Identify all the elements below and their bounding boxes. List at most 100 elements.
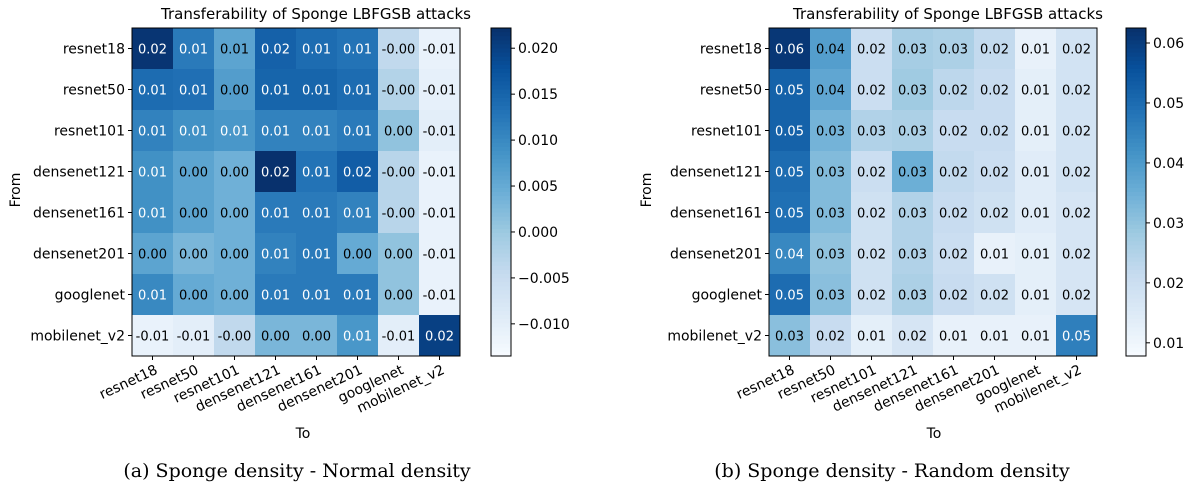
colorbar-segment bbox=[1126, 146, 1146, 152]
cell-value-label: 0.03 bbox=[816, 289, 845, 304]
cell-value-label: 0.02 bbox=[980, 84, 1009, 99]
colorbar-segment bbox=[1126, 233, 1146, 238]
colorbar-segment bbox=[1126, 212, 1146, 218]
heatmap-cell bbox=[337, 233, 379, 275]
colorbar-segment bbox=[491, 310, 511, 316]
heatmap-cell bbox=[974, 28, 1016, 70]
heatmap-cell bbox=[132, 274, 174, 316]
cell-value-label: 0.01 bbox=[138, 289, 167, 304]
colorbar-segment bbox=[1126, 73, 1146, 78]
heatmap-cell bbox=[296, 233, 338, 275]
heatmap-cell bbox=[810, 274, 852, 316]
cell-value-label: 0.03 bbox=[898, 289, 927, 304]
cell-value-label: 0.00 bbox=[179, 248, 208, 263]
plot-frame bbox=[768, 27, 1098, 357]
heatmap-cell bbox=[1015, 69, 1057, 111]
colorbar-segment bbox=[491, 183, 511, 189]
colorbar-segment bbox=[491, 60, 511, 66]
heatmap-cell bbox=[296, 192, 338, 234]
cell-value-label: 0.01 bbox=[179, 43, 208, 58]
colorbar-segment bbox=[491, 327, 511, 332]
cell-value-label: 0.01 bbox=[179, 84, 208, 99]
colorbar-segment bbox=[491, 105, 511, 111]
colorbar-frame bbox=[1125, 27, 1147, 357]
y-tick-label: densenet121 bbox=[33, 165, 125, 181]
heatmap-cell bbox=[892, 69, 934, 111]
cell-value-label: 0.01 bbox=[1021, 289, 1050, 304]
cell-value-label: 0.01 bbox=[179, 125, 208, 140]
heatmap-panel-b: Transferability of Sponge LBFGSB attacks… bbox=[639, 5, 1184, 442]
colorbar-segment bbox=[491, 347, 511, 353]
cell-value-label: -0.00 bbox=[218, 330, 252, 345]
colorbar-segment bbox=[491, 138, 511, 144]
colorbar-segment bbox=[1126, 171, 1146, 177]
heatmap-cell bbox=[769, 274, 811, 316]
cell-value-label: 0.01 bbox=[343, 207, 372, 222]
colorbar-segment bbox=[1126, 167, 1146, 173]
cell-value-label: 0.01 bbox=[1021, 125, 1050, 140]
colorbar-segment bbox=[1126, 93, 1146, 99]
cell-value-label: 0.01 bbox=[302, 43, 331, 58]
cell-value-label: -0.01 bbox=[382, 330, 416, 345]
cell-value-label: 0.02 bbox=[1062, 43, 1091, 58]
colorbar-segment bbox=[1126, 187, 1146, 193]
cell-value-label: 0.01 bbox=[1021, 84, 1050, 99]
heatmap-cell bbox=[378, 28, 420, 70]
colorbar-segment bbox=[491, 130, 511, 136]
colorbar-segment bbox=[1126, 28, 1146, 33]
colorbar-segment bbox=[491, 261, 511, 267]
colorbar-segment bbox=[491, 97, 511, 103]
heatmap-cell bbox=[769, 110, 811, 152]
cell-value-label: 0.02 bbox=[138, 43, 167, 58]
heatmap-cell bbox=[1015, 233, 1057, 275]
cell-value-label: 0.01 bbox=[1021, 43, 1050, 58]
heatmap-cell bbox=[214, 69, 256, 111]
colorbar-segment bbox=[1126, 192, 1146, 197]
x-axis-label: To bbox=[295, 426, 311, 442]
cell-value-label: 0.00 bbox=[261, 330, 290, 345]
cell-value-label: 0.01 bbox=[302, 84, 331, 99]
heatmap-cell bbox=[851, 274, 893, 316]
colorbar-segment bbox=[491, 228, 511, 234]
colorbar-segment bbox=[491, 278, 511, 283]
chart-title: Transferability of Sponge LBFGSB attacks bbox=[792, 5, 1103, 23]
cell-value-label: 0.00 bbox=[220, 207, 249, 222]
cell-value-label: 0.01 bbox=[261, 289, 290, 304]
colorbar-segment bbox=[491, 93, 511, 99]
heatmap-cell bbox=[214, 28, 256, 70]
colorbar-segment bbox=[1126, 44, 1146, 50]
heatmap-cell bbox=[255, 192, 297, 234]
colorbar-segment bbox=[1126, 302, 1146, 308]
colorbar-segment bbox=[1126, 274, 1146, 279]
colorbar-segment bbox=[1126, 36, 1146, 41]
y-tick-label: googlenet bbox=[692, 288, 763, 304]
cell-value-label: 0.05 bbox=[775, 289, 804, 304]
colorbar-tick-label: 0.05 bbox=[1153, 96, 1184, 112]
heatmap-cell bbox=[810, 192, 852, 234]
colorbar-segment bbox=[491, 155, 511, 160]
cell-value-label: 0.03 bbox=[898, 43, 927, 58]
heatmap-cell bbox=[974, 274, 1016, 316]
colorbar-segment bbox=[491, 151, 511, 156]
heatmap-cell bbox=[378, 274, 420, 316]
colorbar-segment bbox=[491, 245, 511, 250]
colorbar-segment bbox=[491, 101, 511, 107]
cell-value-label: 0.03 bbox=[816, 125, 845, 140]
heatmap-cell bbox=[1056, 192, 1098, 234]
heatmap-cell bbox=[296, 151, 338, 193]
colorbar-frame bbox=[490, 27, 512, 357]
y-tick-label: mobilenet_v2 bbox=[667, 329, 762, 345]
heatmap-cell bbox=[214, 315, 256, 357]
colorbar-segment bbox=[491, 81, 511, 86]
colorbar-segment bbox=[491, 159, 511, 164]
heatmap-cell bbox=[337, 274, 379, 316]
cell-value-label: 0.03 bbox=[898, 166, 927, 181]
cell-value-label: 0.03 bbox=[816, 248, 845, 263]
colorbar-segment bbox=[491, 64, 511, 70]
heatmap-cell bbox=[378, 192, 420, 234]
cell-value-label: 0.01 bbox=[302, 248, 331, 263]
heatmap-cell bbox=[173, 151, 215, 193]
heatmap-cell bbox=[173, 315, 215, 357]
colorbar-segment bbox=[1126, 179, 1146, 185]
heatmap-cell bbox=[974, 192, 1016, 234]
